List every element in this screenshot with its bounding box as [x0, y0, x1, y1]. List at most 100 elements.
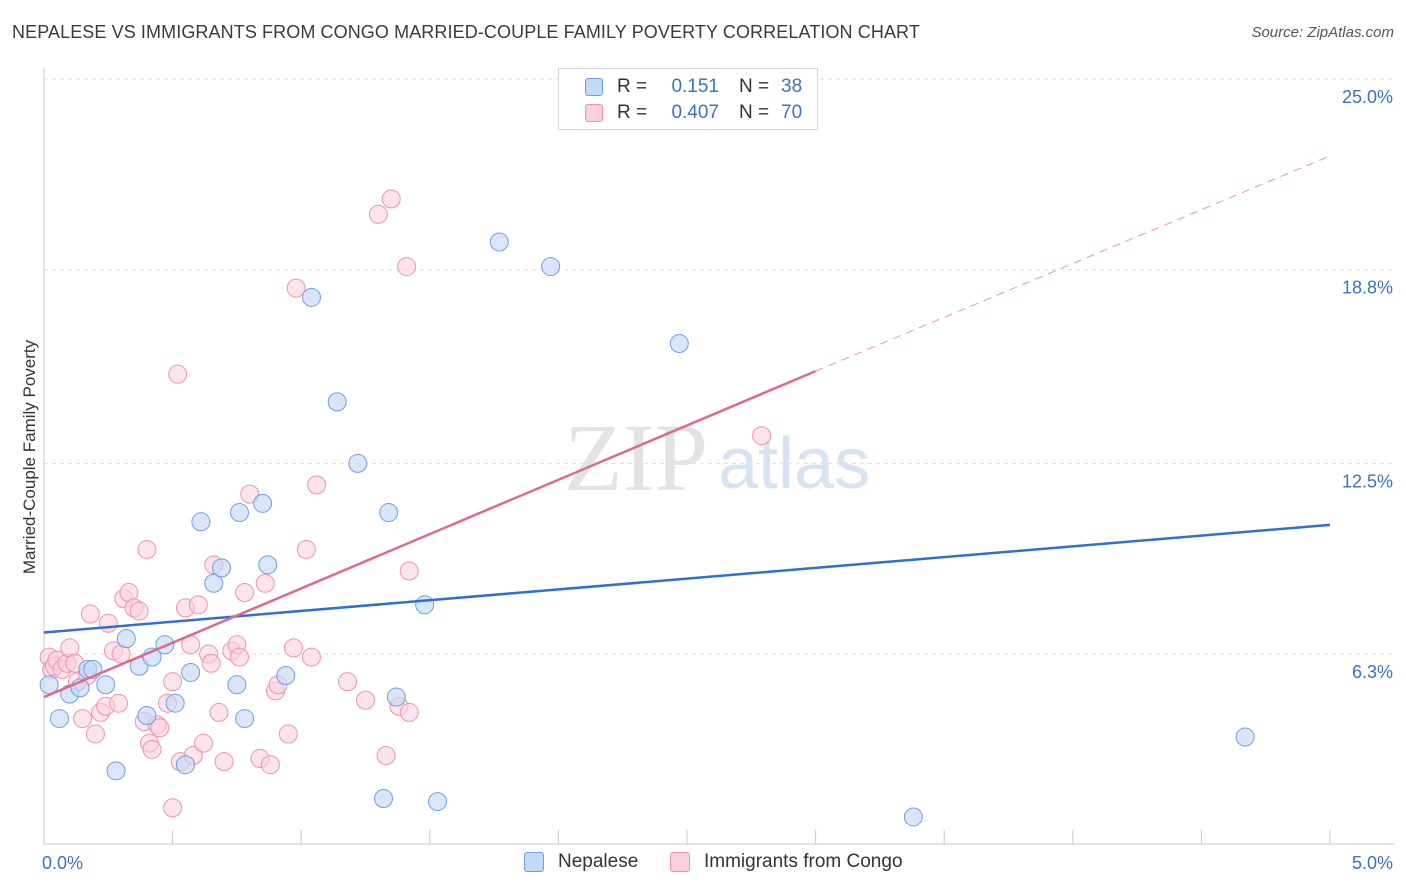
legend-item-nepalese: Nepalese	[524, 851, 638, 873]
nepalese-point	[191, 512, 211, 532]
nepalese-point	[49, 709, 69, 729]
congo-point	[368, 204, 388, 224]
congo-swatch	[585, 104, 603, 122]
congo-point	[129, 601, 149, 621]
congo-point	[73, 709, 93, 729]
nepalese-point	[415, 595, 435, 615]
congo-point	[260, 755, 280, 775]
r-value: 0.151	[671, 76, 719, 97]
series-legend: Nepalese Immigrants from Congo	[0, 851, 1406, 877]
n-value: 70	[781, 102, 803, 123]
nepalese-point	[276, 666, 296, 686]
n-value: 38	[781, 76, 803, 97]
congo-point	[397, 257, 417, 277]
legend-label-nepalese: Nepalese	[558, 851, 639, 872]
congo-point	[255, 573, 275, 593]
congo-point	[278, 724, 298, 744]
congo-point	[214, 752, 234, 772]
nepalese-point	[428, 792, 448, 812]
congo-point	[381, 189, 401, 209]
nepalese-point	[253, 493, 273, 513]
nepalese-point	[301, 287, 321, 307]
stats-legend-row-congo: R = 0.407 N = 70	[585, 101, 802, 125]
nepalese-point	[1235, 727, 1255, 747]
congo-trend-extension	[815, 155, 1331, 372]
x-tick-label-0: 0.0%	[42, 853, 83, 873]
congo-point	[150, 718, 170, 738]
r-label: R =	[617, 76, 648, 97]
source-label: Source: ZipAtlas.com	[1251, 24, 1394, 41]
congo-point	[337, 672, 357, 692]
nepalese-point	[175, 755, 195, 775]
congo-point	[752, 426, 772, 446]
stats-legend-row-nepalese: R = 0.151 N = 38	[585, 75, 802, 99]
watermark-atlas: atlas	[718, 424, 870, 504]
n-label: N =	[739, 102, 770, 123]
y-tick-label-1: 12.5%	[1342, 471, 1393, 491]
x-tick-label-1: 5.0%	[1352, 853, 1393, 873]
congo-point	[168, 364, 188, 384]
nepalese-point	[541, 257, 561, 277]
r-value: 0.407	[671, 102, 719, 123]
nepalese-point	[211, 558, 231, 578]
watermark-zip: ZIP	[564, 404, 708, 511]
nepalese-point	[181, 662, 201, 682]
congo-trend-line	[43, 369, 817, 699]
r-label: R =	[617, 102, 648, 123]
congo-point	[356, 690, 375, 710]
legend-item-congo: Immigrants from Congo	[670, 851, 903, 873]
nepalese-legend-swatch	[524, 852, 544, 872]
congo-point	[301, 647, 321, 667]
congo-point	[209, 702, 229, 722]
nepalese-point	[386, 687, 406, 707]
congo-point	[109, 693, 129, 713]
nepalese-point	[374, 789, 394, 809]
nepalese-point	[327, 392, 347, 412]
n-label: N =	[739, 76, 770, 97]
congo-point	[137, 539, 157, 559]
nepalese-point	[165, 693, 185, 713]
congo-point	[188, 595, 208, 615]
nepalese-point	[229, 503, 249, 523]
y-tick-label-3: 25.0%	[1342, 87, 1393, 107]
congo-point	[163, 672, 183, 692]
nepalese-point	[227, 675, 247, 695]
nepalese-point	[669, 333, 689, 353]
congo-point	[376, 745, 396, 765]
nepalese-point	[204, 573, 224, 593]
nepalese-point	[137, 705, 157, 725]
watermark: ZIP atlas	[564, 404, 870, 511]
nepalese-point	[116, 629, 136, 649]
stats-legend: R = 0.151 N = 38 R = 0.407 N = 70	[558, 68, 818, 130]
nepalese-point	[379, 503, 399, 523]
legend-label-congo: Immigrants from Congo	[704, 851, 903, 872]
congo-point	[286, 278, 306, 298]
congo-point	[193, 733, 213, 753]
congo-point	[98, 613, 118, 633]
nepalese-point	[903, 807, 923, 827]
nepalese-point	[96, 675, 116, 695]
tick-labels: 6.3% 12.5% 18.8% 25.0% 0.0% 5.0%	[42, 87, 1393, 873]
y-tick-label-2: 18.8%	[1342, 278, 1393, 298]
congo-point	[80, 604, 100, 624]
congo-point	[296, 539, 316, 559]
congo-point	[163, 798, 183, 818]
congo-point	[307, 475, 327, 495]
nepalese-trend-line	[43, 523, 1331, 634]
nepalese-point	[348, 453, 368, 473]
congo-point	[399, 561, 419, 581]
congo-point	[399, 702, 419, 722]
y-tick-label-0: 6.3%	[1352, 662, 1393, 682]
congo-point	[85, 724, 105, 744]
congo-point	[142, 739, 162, 759]
nepalese-swatch	[585, 78, 603, 96]
axes	[43, 68, 1394, 845]
congo-point	[235, 583, 255, 603]
nepalese-point	[106, 761, 126, 781]
congo-point	[229, 647, 249, 667]
congo-point	[283, 638, 303, 658]
nepalese-point	[489, 232, 509, 252]
grid-lines	[44, 78, 1394, 655]
congo-legend-swatch	[670, 852, 690, 872]
